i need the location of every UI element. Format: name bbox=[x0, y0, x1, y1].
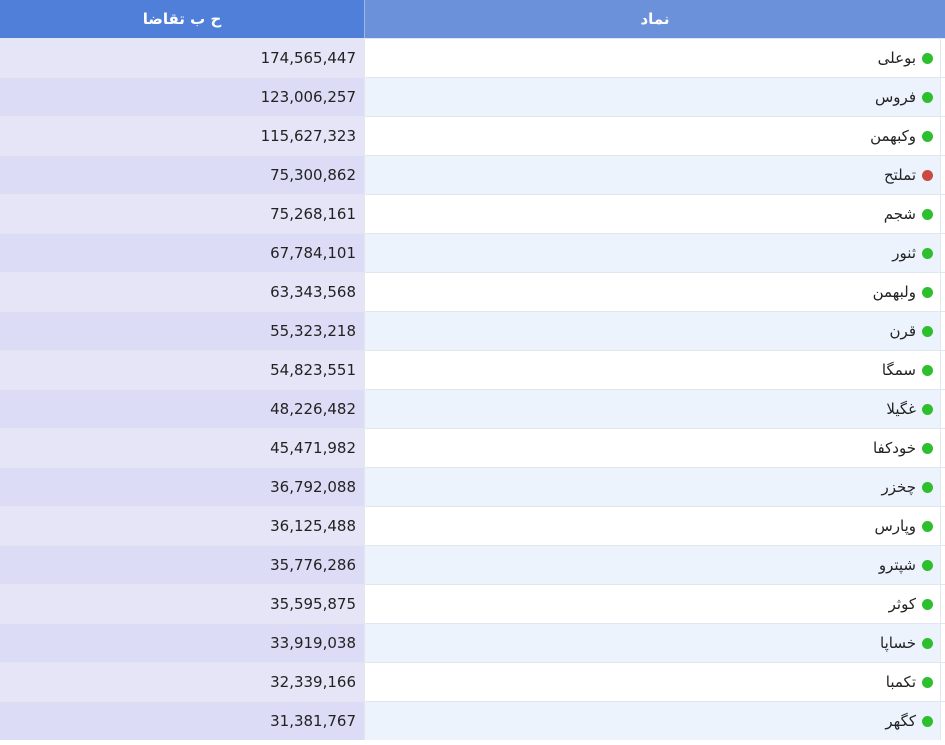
status-dot-icon bbox=[922, 481, 933, 493]
symbol-cell[interactable]: شجم bbox=[365, 195, 941, 233]
status-dot-icon bbox=[922, 364, 933, 376]
symbol-cell[interactable]: کگهر bbox=[365, 702, 941, 740]
status-dot-icon bbox=[922, 403, 933, 415]
table-row[interactable]: 35,776,286 شپترو bbox=[0, 545, 945, 584]
table-body: 174,565,447 بوعلی 123,006,257 فروس 115,627,3… bbox=[0, 38, 945, 740]
demand-volume-cell: 36,792,088 bbox=[0, 468, 365, 506]
table-row[interactable]: 115,627,323 وکبهمن bbox=[0, 116, 945, 155]
symbol-cell[interactable]: چخزر bbox=[365, 468, 941, 506]
symbol-cell[interactable]: شپترو bbox=[365, 546, 941, 584]
symbol-label[interactable]: وکبهمن bbox=[870, 127, 916, 145]
table-row[interactable]: 33,919,038 خساپا bbox=[0, 623, 945, 662]
symbol-label[interactable]: غگیلا bbox=[886, 400, 916, 418]
status-dot-icon bbox=[922, 325, 933, 337]
table-row[interactable]: 36,792,088 چخزر bbox=[0, 467, 945, 506]
demand-volume-cell: 45,471,982 bbox=[0, 429, 365, 467]
status-dot-icon bbox=[922, 442, 933, 454]
status-dot-icon bbox=[922, 559, 933, 571]
symbol-cell[interactable]: خساپا bbox=[365, 624, 941, 662]
demand-volume-cell: 115,627,323 bbox=[0, 117, 365, 155]
symbol-cell[interactable]: وپارس bbox=[365, 507, 941, 545]
table-row[interactable]: 36,125,488 وپارس bbox=[0, 506, 945, 545]
demand-volume-cell: 31,381,767 bbox=[0, 702, 365, 740]
symbol-cell[interactable]: ثنور bbox=[365, 234, 941, 272]
status-dot-icon bbox=[922, 169, 933, 181]
demand-volume-cell: 63,343,568 bbox=[0, 273, 365, 311]
demand-volume-cell: 123,006,257 bbox=[0, 78, 365, 116]
symbol-label[interactable]: فروس bbox=[874, 88, 916, 106]
status-dot-icon bbox=[922, 715, 933, 727]
status-dot-icon bbox=[922, 676, 933, 688]
status-dot-icon bbox=[922, 208, 933, 220]
demand-volume-cell: 67,784,101 bbox=[0, 234, 365, 272]
status-dot-icon bbox=[922, 247, 933, 259]
table-row[interactable]: 75,268,161 شجم bbox=[0, 194, 945, 233]
table-row[interactable]: 75,300,862 تملتح bbox=[0, 155, 945, 194]
symbol-cell[interactable]: تملتح bbox=[365, 156, 941, 194]
symbol-cell[interactable]: سمگا bbox=[365, 351, 941, 389]
table-row[interactable]: 32,339,166 تکمبا bbox=[0, 662, 945, 701]
symbol-label[interactable]: ولبهمن bbox=[872, 283, 916, 301]
symbol-label[interactable]: خودکفا bbox=[872, 439, 916, 457]
table-row[interactable]: 45,471,982 خودکفا bbox=[0, 428, 945, 467]
symbol-label[interactable]: وپارس bbox=[874, 517, 916, 535]
demand-volume-cell: 75,268,161 bbox=[0, 195, 365, 233]
demand-volume-cell: 75,300,862 bbox=[0, 156, 365, 194]
demand-volume-cell: 32,339,166 bbox=[0, 663, 365, 701]
column-header-demand-volume[interactable]: ح ب تقاضا bbox=[0, 0, 365, 38]
status-dot-icon bbox=[922, 52, 933, 64]
symbol-cell[interactable]: فروس bbox=[365, 78, 941, 116]
symbol-cell[interactable]: وکبهمن bbox=[365, 117, 941, 155]
status-dot-icon bbox=[922, 598, 933, 610]
status-dot-icon bbox=[922, 130, 933, 142]
demand-volume-cell: 48,226,482 bbox=[0, 390, 365, 428]
table-row[interactable]: 55,323,218 قرن bbox=[0, 311, 945, 350]
symbol-label[interactable]: سمگا bbox=[881, 361, 916, 379]
symbol-label[interactable]: خساپا bbox=[880, 634, 916, 652]
symbol-label[interactable]: کگهر bbox=[885, 712, 916, 730]
symbol-label[interactable]: ثنور bbox=[892, 244, 916, 262]
symbol-cell[interactable]: خودکفا bbox=[365, 429, 941, 467]
symbol-cell[interactable]: ولبهمن bbox=[365, 273, 941, 311]
demand-volume-cell: 174,565,447 bbox=[0, 39, 365, 77]
symbol-cell[interactable]: قرن bbox=[365, 312, 941, 350]
table-row[interactable]: 67,784,101 ثنور bbox=[0, 233, 945, 272]
demand-volume-cell: 36,125,488 bbox=[0, 507, 365, 545]
status-dot-icon bbox=[922, 520, 933, 532]
demand-volume-cell: 55,323,218 bbox=[0, 312, 365, 350]
symbol-label[interactable]: تملتح bbox=[883, 166, 916, 184]
table-row[interactable]: 35,595,875 کوثر bbox=[0, 584, 945, 623]
demand-volume-cell: 33,919,038 bbox=[0, 624, 365, 662]
symbol-label[interactable]: تکمبا bbox=[885, 673, 916, 691]
status-dot-icon bbox=[922, 91, 933, 103]
demand-volume-cell: 35,595,875 bbox=[0, 585, 365, 623]
column-header-symbol[interactable]: نماد bbox=[365, 0, 945, 38]
status-dot-icon bbox=[922, 286, 933, 298]
symbol-label[interactable]: چخزر bbox=[881, 478, 916, 496]
symbol-cell[interactable]: کوثر bbox=[365, 585, 941, 623]
demand-volume-cell: 35,776,286 bbox=[0, 546, 365, 584]
table-row[interactable]: 63,343,568 ولبهمن bbox=[0, 272, 945, 311]
symbol-cell[interactable]: غگیلا bbox=[365, 390, 941, 428]
status-dot-icon bbox=[922, 637, 933, 649]
table-row[interactable]: 54,823,551 سمگا bbox=[0, 350, 945, 389]
demand-volume-cell: 54,823,551 bbox=[0, 351, 365, 389]
table-row[interactable]: 48,226,482 غگیلا bbox=[0, 389, 945, 428]
symbol-label[interactable]: شپترو bbox=[878, 556, 916, 574]
symbol-cell[interactable]: تکمبا bbox=[365, 663, 941, 701]
symbol-label[interactable]: شجم bbox=[883, 205, 916, 223]
table-row[interactable]: 174,565,447 بوعلی bbox=[0, 38, 945, 77]
symbol-label[interactable]: بوعلی bbox=[877, 49, 916, 67]
table-header: ح ب تقاضا نماد bbox=[0, 0, 945, 38]
table-row[interactable]: 123,006,257 فروس bbox=[0, 77, 945, 116]
symbol-label[interactable]: قرن bbox=[889, 322, 916, 340]
symbol-label[interactable]: کوثر bbox=[888, 595, 916, 613]
table-row[interactable]: 31,381,767 کگهر bbox=[0, 701, 945, 740]
symbol-cell[interactable]: بوعلی bbox=[365, 39, 941, 77]
